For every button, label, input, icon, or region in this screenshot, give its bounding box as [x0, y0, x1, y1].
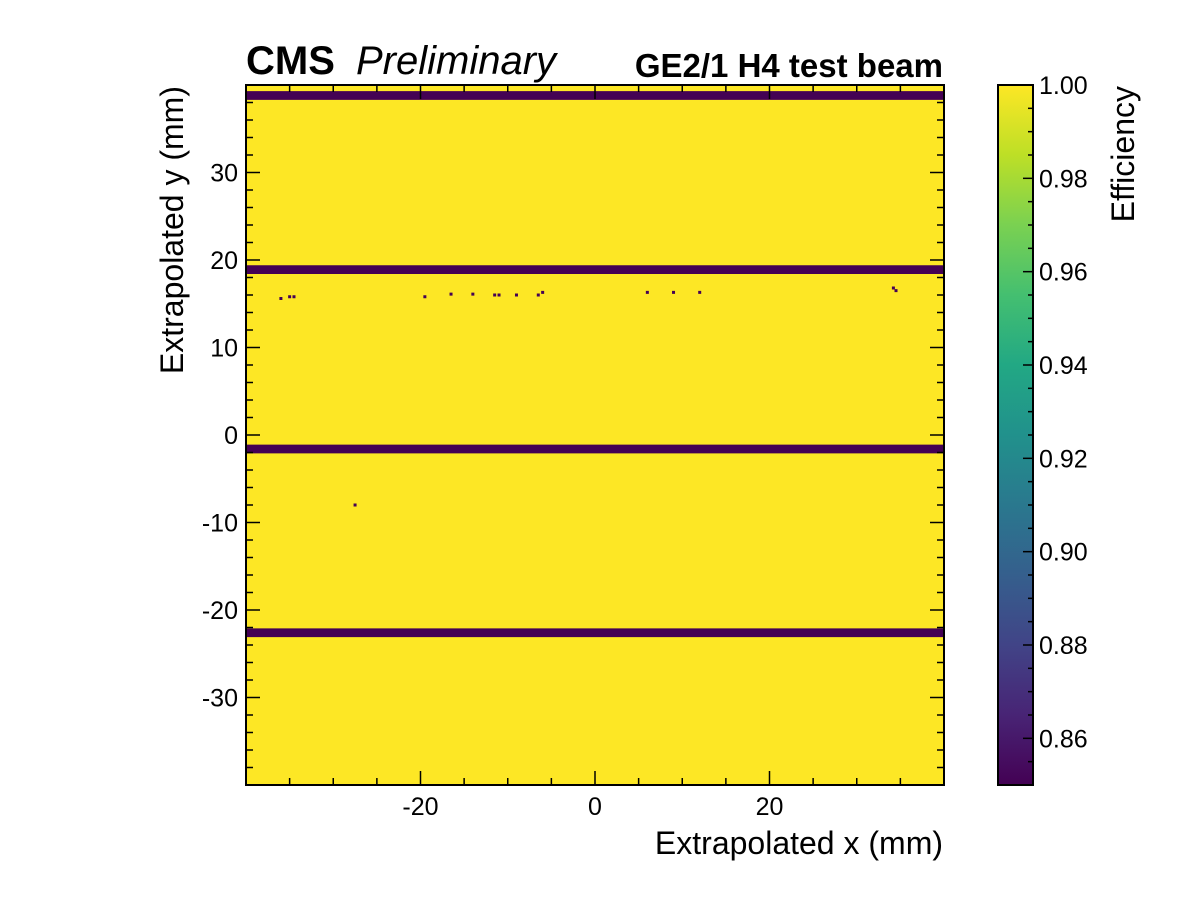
- low-efficiency-band-1: [246, 265, 944, 274]
- low-efficiency-band-3: [246, 628, 944, 638]
- x-axis-label: Extrapolated x (mm): [655, 825, 943, 861]
- low-efficiency-point-16: [353, 503, 357, 507]
- y-tick-label: 20: [210, 247, 238, 275]
- low-efficiency-point-11: [645, 290, 649, 294]
- colorbar: 0.86 0.88 0.90 0.92 0.94 0.96 0.98 1.00: [997, 72, 1088, 786]
- y-tick-label: 0: [224, 422, 238, 450]
- low-efficiency-point-5: [471, 292, 475, 296]
- low-efficiency-point-3: [423, 295, 427, 299]
- heatmap-background: [246, 85, 944, 785]
- y-axis-label: Extrapolated y (mm): [154, 86, 190, 374]
- low-efficiency-point-1: [288, 295, 292, 299]
- low-efficiency-point-8: [514, 293, 518, 297]
- low-efficiency-point-10: [541, 290, 545, 294]
- y-tick-label: -10: [202, 510, 238, 538]
- low-efficiency-point-0: [279, 297, 283, 300]
- chart-title: GE2/1 H4 test beam: [635, 47, 943, 84]
- colorbar-tick-label: 0.94: [1039, 352, 1088, 380]
- colorbar-tick-label: 0.86: [1039, 725, 1088, 753]
- low-efficiency-point-13: [698, 290, 702, 294]
- colorbar-tick-label: 0.90: [1039, 539, 1088, 567]
- colorbar-gradient: [997, 84, 1034, 786]
- low-efficiency-point-2: [292, 295, 296, 299]
- y-tick-label: 10: [210, 335, 238, 363]
- colorbar-label: Efficiency: [1105, 86, 1141, 222]
- x-tick-label: 20: [756, 793, 784, 821]
- low-efficiency-points: [279, 286, 898, 507]
- low-efficiency-point-15: [894, 289, 898, 293]
- low-efficiency-point-4: [449, 292, 453, 296]
- colorbar-tick-label: 0.92: [1039, 445, 1088, 473]
- x-tick-label: 0: [588, 793, 602, 821]
- y-axis-ticks: -30 -20 -10 0 10 20 30: [202, 101, 944, 769]
- low-efficiency-point-12: [672, 290, 676, 294]
- x-axis-ticks: -20 0 20: [288, 85, 902, 821]
- status-label: Preliminary: [356, 39, 559, 83]
- low-efficiency-point-9: [536, 293, 540, 297]
- low-efficiency-point-6: [493, 293, 497, 297]
- colorbar-tick-label: 0.88: [1039, 632, 1088, 660]
- colorbar-tick-label: 0.98: [1039, 165, 1088, 193]
- colorbar-tick-label: 1.00: [1039, 72, 1088, 100]
- low-efficiency-point-14: [891, 286, 895, 290]
- heatmap-plot-area: -20 0 20 -30 -20 -10 0 10 20 30: [202, 84, 945, 821]
- x-tick-label: -20: [402, 793, 438, 821]
- y-tick-label: -20: [202, 597, 238, 625]
- y-tick-label: -30: [202, 685, 238, 713]
- colorbar-ticks: 0.86 0.88 0.90 0.92 0.94 0.96 0.98 1.00: [1023, 72, 1088, 786]
- low-efficiency-band-2: [246, 444, 944, 454]
- y-tick-label: 30: [210, 160, 238, 188]
- experiment-label: CMS: [246, 39, 335, 83]
- colorbar-tick-label: 0.96: [1039, 259, 1088, 287]
- low-efficiency-point-7: [497, 293, 501, 297]
